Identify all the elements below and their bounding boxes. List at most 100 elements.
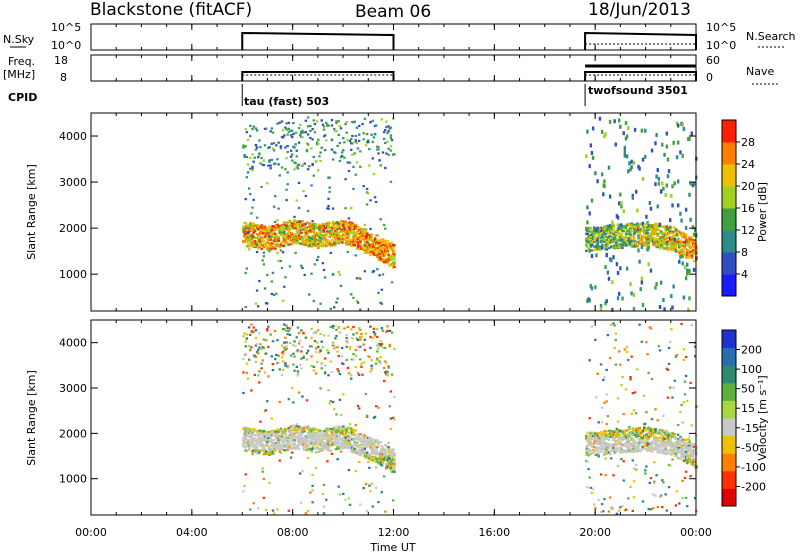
scatter-cell	[260, 185, 263, 189]
scatter-cell	[382, 475, 386, 478]
scatter-cell	[331, 324, 335, 328]
scatter-cell	[356, 371, 360, 375]
scatter-cell	[359, 446, 362, 450]
scatter-cell	[304, 512, 308, 515]
scatter-cell	[682, 295, 686, 300]
scatter-cell	[585, 154, 588, 159]
scatter-cell	[269, 244, 273, 248]
scatter-cell	[342, 225, 345, 228]
scatter-cell	[259, 437, 262, 440]
scatter-cell	[245, 155, 249, 159]
scatter-cell	[306, 168, 310, 171]
scatter-cell	[679, 150, 682, 155]
scatter-cell	[306, 349, 310, 352]
scatter-cell	[363, 240, 367, 243]
scatter-cell	[337, 326, 340, 329]
scatter-cell	[615, 262, 619, 267]
scatter-cell	[630, 242, 634, 245]
scatter-cell	[638, 433, 641, 436]
scatter-cell	[286, 133, 289, 136]
scatter-cell	[331, 158, 335, 161]
scatter-cell	[674, 248, 678, 253]
scatter-cell	[295, 239, 299, 242]
scatter-cell	[293, 445, 296, 448]
scatter-cell	[252, 245, 256, 248]
scatter-cell	[624, 121, 628, 126]
scatter-cell	[354, 469, 357, 473]
scatter-cell	[354, 138, 357, 142]
scatter-cell	[648, 200, 652, 205]
scatter-cell	[387, 446, 390, 449]
scatter-cell	[597, 234, 601, 237]
scatter-cell	[322, 125, 326, 128]
scatter-cell	[289, 326, 293, 329]
scatter-cell	[249, 333, 252, 336]
scatter-cell	[389, 460, 393, 463]
scatter-cell	[393, 470, 396, 473]
scatter-cell	[369, 458, 372, 461]
scatter-cell	[681, 248, 685, 251]
scatter-cell	[605, 299, 608, 304]
scatter-cell	[680, 250, 683, 254]
scatter-cell	[249, 428, 252, 431]
scatter-cell	[288, 437, 292, 440]
scatter-cell	[354, 348, 357, 352]
scatter-cell	[390, 281, 394, 284]
scatter-cell	[280, 373, 284, 377]
scatter-cell	[331, 341, 335, 344]
scatter-cell	[340, 240, 344, 243]
scatter-cell	[343, 141, 346, 144]
scatter-cell	[302, 425, 305, 429]
scatter-cell	[287, 365, 291, 368]
scatter-cell	[345, 228, 349, 231]
scatter-cell	[296, 440, 300, 443]
scatter-cell	[247, 227, 251, 230]
scatter-cell	[636, 427, 639, 430]
scatter-cell	[345, 120, 348, 124]
scatter-cell	[259, 146, 262, 149]
scatter-cell	[684, 276, 688, 281]
scatter-cell	[345, 336, 348, 340]
scatter-cell	[345, 430, 349, 433]
scatter-cell	[336, 144, 339, 148]
scatter-cell	[252, 125, 255, 128]
scatter-cell	[318, 233, 321, 236]
scatter-cell	[279, 249, 283, 252]
nave-tick-bottom: 0	[706, 71, 713, 84]
scatter-cell	[641, 221, 645, 226]
scatter-cell	[353, 152, 356, 155]
scatter-cell	[385, 361, 388, 364]
scatter-cell	[390, 139, 394, 142]
scatter-cell	[304, 442, 308, 445]
scatter-cell	[242, 357, 245, 361]
scatter-cell	[602, 227, 605, 230]
scatter-cell	[301, 220, 304, 223]
scatter-cell	[295, 166, 298, 169]
scatter-cell	[619, 229, 622, 232]
scatter-cell	[656, 234, 660, 237]
scatter-cell	[318, 351, 321, 354]
scatter-cell	[320, 362, 323, 365]
scatter-cell	[602, 437, 605, 440]
scatter-cell	[377, 406, 380, 409]
scatter-cell	[387, 462, 391, 465]
scatter-cell	[380, 445, 384, 448]
scatter-cell	[390, 257, 394, 261]
scatter-cell	[373, 460, 377, 463]
scatter-cell	[359, 165, 362, 168]
scatter-cell	[253, 354, 256, 357]
scatter-cell	[253, 429, 257, 432]
scatter-cell	[309, 239, 312, 242]
scatter-cell	[335, 129, 338, 133]
scatter-cell	[632, 223, 636, 226]
scatter-cell	[586, 460, 589, 463]
scatter-cell	[293, 443, 296, 446]
scatter-cell	[603, 401, 606, 404]
scatter-cell	[284, 146, 287, 149]
scatter-cell	[263, 435, 267, 438]
scatter-cell	[305, 358, 309, 361]
scatter-cell	[281, 236, 285, 240]
scatter-cell	[657, 176, 661, 181]
scatter-cell	[612, 474, 615, 477]
scatter-cell	[388, 465, 392, 468]
